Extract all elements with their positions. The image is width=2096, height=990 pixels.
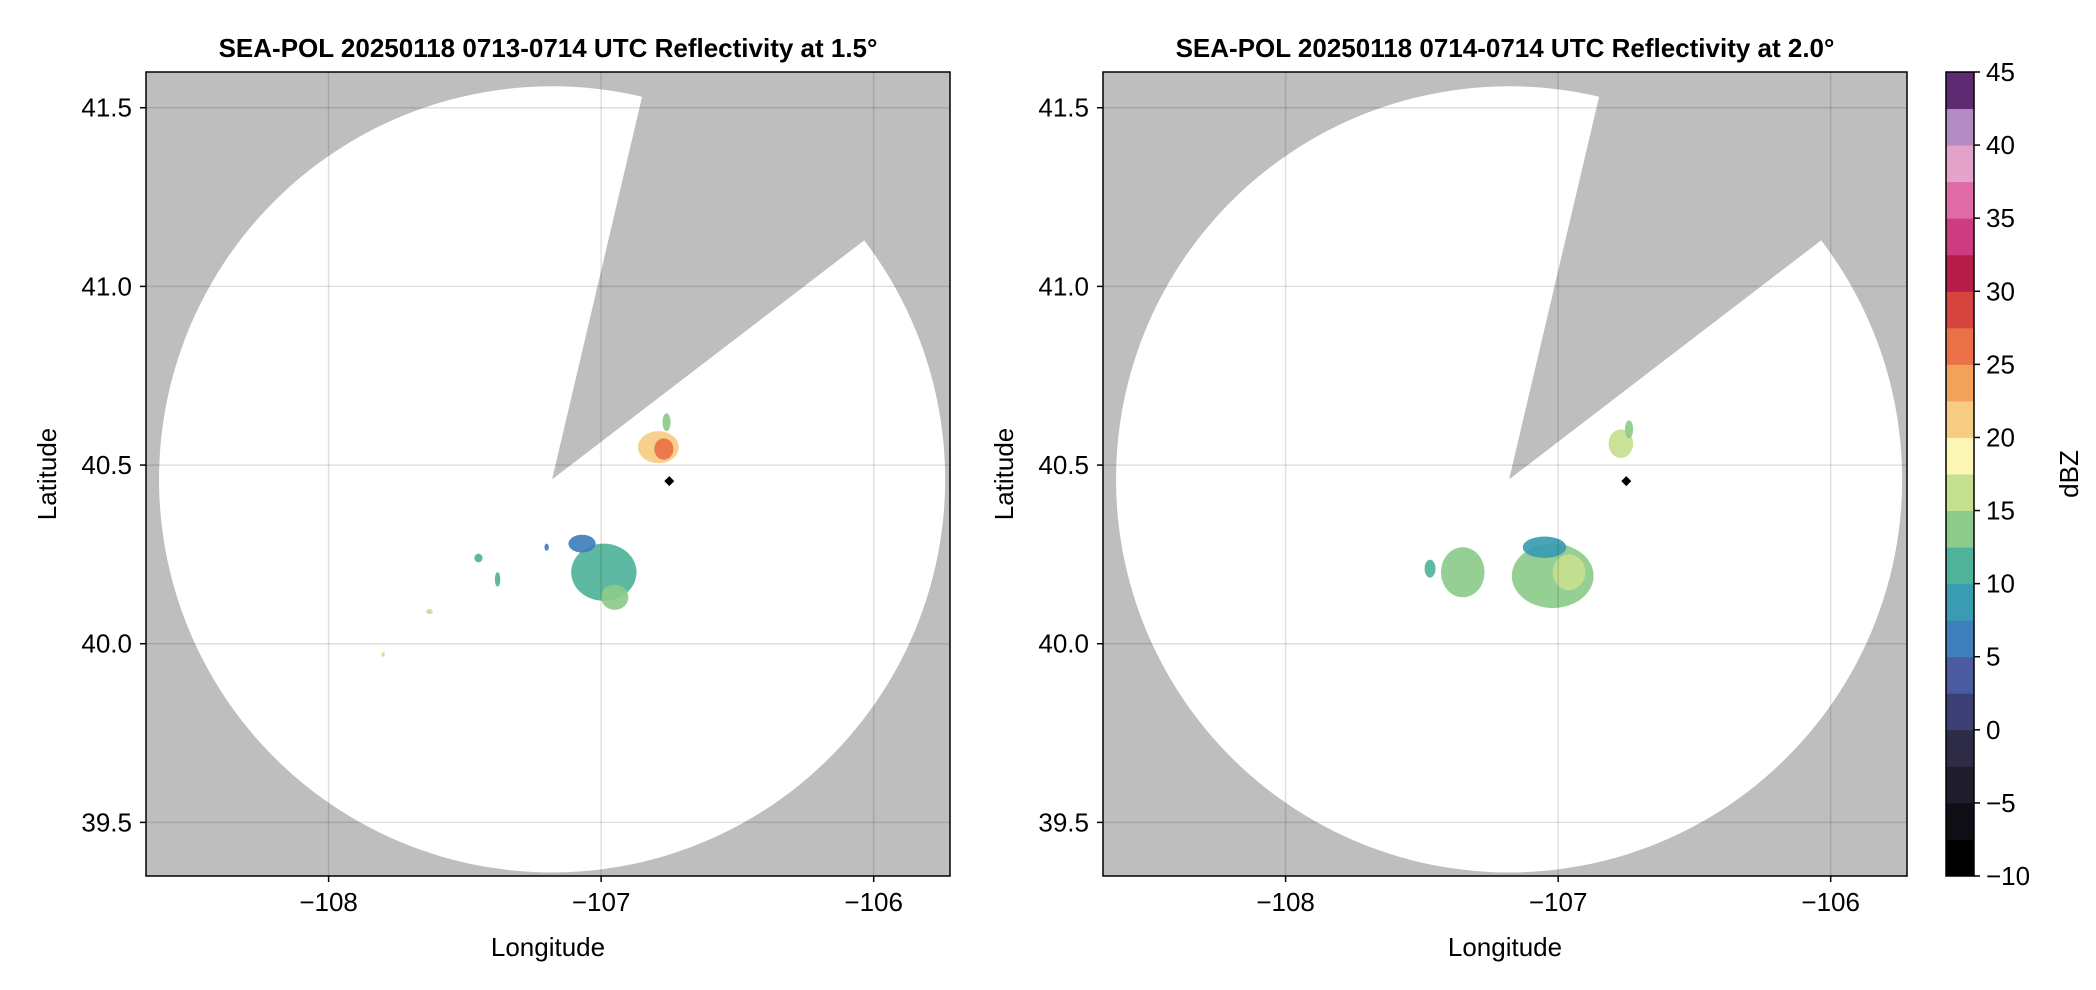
y-tick-label: 40.5	[1038, 450, 1089, 480]
colorbar-bin	[1946, 364, 1974, 402]
panel-1-y-axis-label: Latitude	[32, 428, 62, 521]
y-tick-label: 41.0	[81, 271, 132, 301]
echo-cell	[654, 438, 674, 460]
colorbar-bin	[1946, 72, 1974, 110]
colorbar-tick-label: −10	[1986, 861, 2030, 891]
panel-1: SEA-POL 20250118 0713-0714 UTC Reflectiv…	[32, 33, 951, 962]
echo-cell	[1624, 420, 1634, 439]
y-tick-label: 40.0	[1038, 629, 1089, 659]
panel-1-radar-coverage	[159, 86, 946, 873]
echo-cell	[1424, 559, 1436, 578]
x-tick-label: −106	[844, 887, 903, 917]
colorbar-bin	[1946, 766, 1974, 804]
x-tick-label: −107	[1529, 887, 1588, 917]
colorbar-bin	[1946, 474, 1974, 512]
colorbar-bin	[1946, 327, 1974, 365]
colorbar-bin	[1946, 693, 1974, 731]
colorbar-tick-label: −5	[1986, 788, 2016, 818]
colorbar-bin	[1946, 254, 1974, 292]
echo-cell	[662, 413, 671, 432]
echo-cell	[426, 609, 433, 615]
colorbar-tick-label: 5	[1986, 642, 2000, 672]
x-tick-label: −106	[1801, 887, 1860, 917]
y-tick-label: 39.5	[81, 807, 132, 837]
panel-1-radar-site-marker	[664, 476, 675, 487]
panel-2-radar-coverage	[1116, 86, 1903, 873]
echo-cell	[494, 572, 501, 587]
x-tick-label: −108	[1256, 887, 1315, 917]
colorbar-tick-label: 25	[1986, 349, 2015, 379]
colorbar-bin	[1946, 218, 1974, 256]
panel-2-x-axis-label: Longitude	[1448, 932, 1562, 962]
colorbar-tick-label: 15	[1986, 496, 2015, 526]
colorbar-bin	[1946, 181, 1974, 219]
colorbar-bin	[1946, 802, 1974, 840]
panel-2-echoes	[1424, 420, 1634, 609]
colorbar-tick-label: 40	[1986, 130, 2015, 160]
colorbar-bin	[1946, 583, 1974, 621]
echo-cell	[544, 543, 549, 551]
panel-2-y-axis-label: Latitude	[989, 428, 1019, 521]
panel-2-plot-frame	[1102, 71, 1908, 877]
colorbar-frame	[1945, 71, 1975, 877]
y-tick-label: 39.5	[1038, 807, 1089, 837]
colorbar-tick-label: 45	[1986, 57, 2015, 87]
colorbar-bin	[1946, 547, 1974, 585]
colorbar-bin	[1946, 839, 1974, 877]
panel-2-radar-site-marker	[1621, 476, 1632, 487]
colorbar-bin	[1946, 400, 1974, 438]
panel-1-x-axis-label: Longitude	[491, 932, 605, 962]
colorbar-bin	[1946, 108, 1974, 146]
colorbar-bin	[1946, 729, 1974, 767]
panel-2-grid	[1103, 72, 1907, 876]
panel-1-grid	[146, 72, 950, 876]
colorbar-bin	[1946, 437, 1974, 475]
echo-cell	[1522, 536, 1567, 558]
echo-cell	[474, 553, 483, 563]
colorbar-tick-label: 10	[1986, 569, 2015, 599]
colorbar-bin	[1946, 620, 1974, 658]
colorbar-tick-label: 30	[1986, 276, 2015, 306]
panel-2-title: SEA-POL 20250118 0714-0714 UTC Reflectiv…	[1176, 33, 1835, 63]
y-tick-label: 41.5	[81, 93, 132, 123]
colorbar-bin	[1946, 656, 1974, 694]
colorbar-label: dBZ	[2054, 450, 2084, 498]
panel-1-title: SEA-POL 20250118 0713-0714 UTC Reflectiv…	[219, 33, 878, 63]
colorbar-tick-label: 0	[1986, 715, 2000, 745]
echo-cell	[1440, 547, 1485, 598]
x-tick-label: −107	[572, 887, 631, 917]
x-tick-label: −108	[299, 887, 358, 917]
y-tick-label: 40.5	[81, 450, 132, 480]
y-tick-label: 41.5	[1038, 93, 1089, 123]
panel-1-plot-frame	[145, 71, 951, 877]
colorbar-tick-label: 20	[1986, 422, 2015, 452]
colorbar-bin	[1946, 145, 1974, 183]
echo-cell	[381, 652, 385, 657]
colorbar-tick-label: 35	[1986, 203, 2015, 233]
y-tick-label: 40.0	[81, 629, 132, 659]
colorbar: −10 −5 0 5 10 15 20 25 30 35 40 45 dBZ	[1945, 57, 2084, 891]
colorbar-bin	[1946, 291, 1974, 329]
echo-cell	[601, 584, 629, 610]
colorbar-bin	[1946, 510, 1974, 548]
panel-1-echoes	[381, 413, 679, 657]
y-tick-label: 41.0	[1038, 271, 1089, 301]
panel-2: SEA-POL 20250118 0714-0714 UTC Reflectiv…	[989, 33, 1908, 962]
echo-cell	[1552, 554, 1586, 591]
echo-cell	[568, 534, 596, 553]
